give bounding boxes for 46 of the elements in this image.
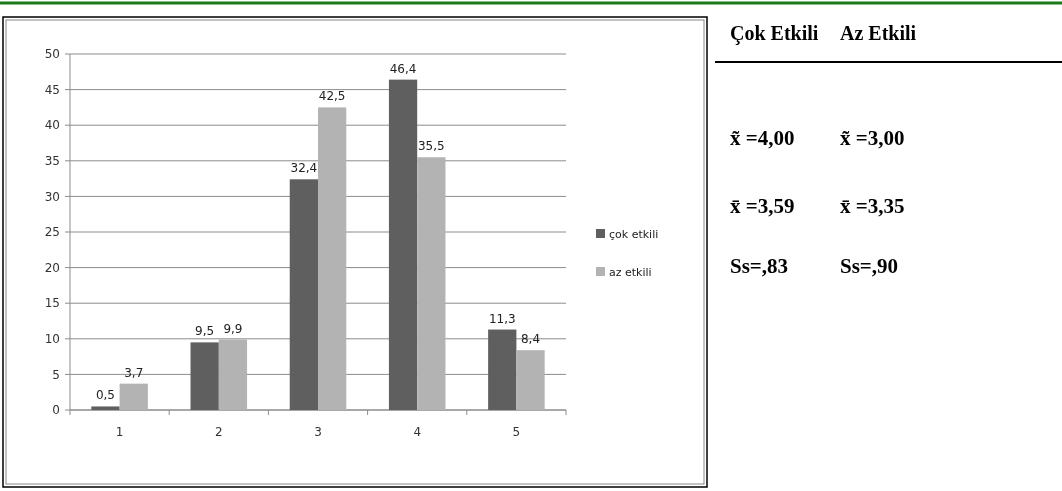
bar [289, 179, 318, 410]
text: Az Etkili [840, 22, 917, 44]
bar [318, 107, 347, 410]
y-tick-label: 50 [44, 47, 60, 62]
bar [190, 342, 219, 410]
data-label: 8,4 [520, 332, 541, 347]
bar [488, 329, 517, 410]
text: Ss=,83 [730, 254, 789, 278]
y-tick-label: 40 [44, 118, 60, 133]
text: Ss=,90 [840, 254, 899, 278]
text: x̃ =4,00 [730, 126, 795, 150]
data-label: 32,4 [290, 161, 318, 176]
x-tick-label: 5 [512, 425, 521, 439]
y-tick-label: 0 [52, 403, 60, 418]
data-label: 9,9 [223, 321, 243, 336]
y-tick-label: 5 [52, 367, 60, 382]
x-tick-label: 4 [413, 425, 422, 439]
y-tick-label: 10 [44, 332, 60, 346]
bar [516, 350, 545, 410]
y-tick-label: 15 [44, 296, 60, 311]
x-tick-label: 2 [214, 425, 223, 439]
text: x̄ =3,35 [840, 194, 905, 218]
y-tick-label: 20 [44, 260, 60, 275]
text: Çok Etkili [730, 22, 819, 45]
y-tick-label: 25 [44, 225, 60, 240]
y-tick-label: 35 [44, 154, 60, 168]
y-tick-label: 30 [44, 189, 60, 204]
data-label: 0,5 [95, 388, 116, 403]
legend-label: çok etkili [609, 227, 659, 241]
data-label: 9,5 [195, 324, 215, 339]
y-tick-label: 45 [44, 82, 60, 97]
x-tick-label: 3 [314, 425, 322, 439]
bar [417, 157, 446, 410]
bar [218, 339, 248, 410]
data-label: 35,5 [417, 139, 445, 154]
legend-label: az etkili [609, 265, 652, 279]
data-label: 3,7 [124, 365, 144, 380]
bar [91, 406, 120, 410]
data-label: 42,5 [318, 89, 346, 104]
text: x̄ =3,59 [730, 194, 795, 218]
bar [388, 79, 418, 410]
bar [119, 383, 148, 410]
text: x̃ =3,00 [840, 126, 905, 150]
data-label: 11,3 [488, 311, 516, 326]
data-label: 46,4 [389, 61, 417, 76]
x-tick-label: 1 [115, 425, 124, 439]
